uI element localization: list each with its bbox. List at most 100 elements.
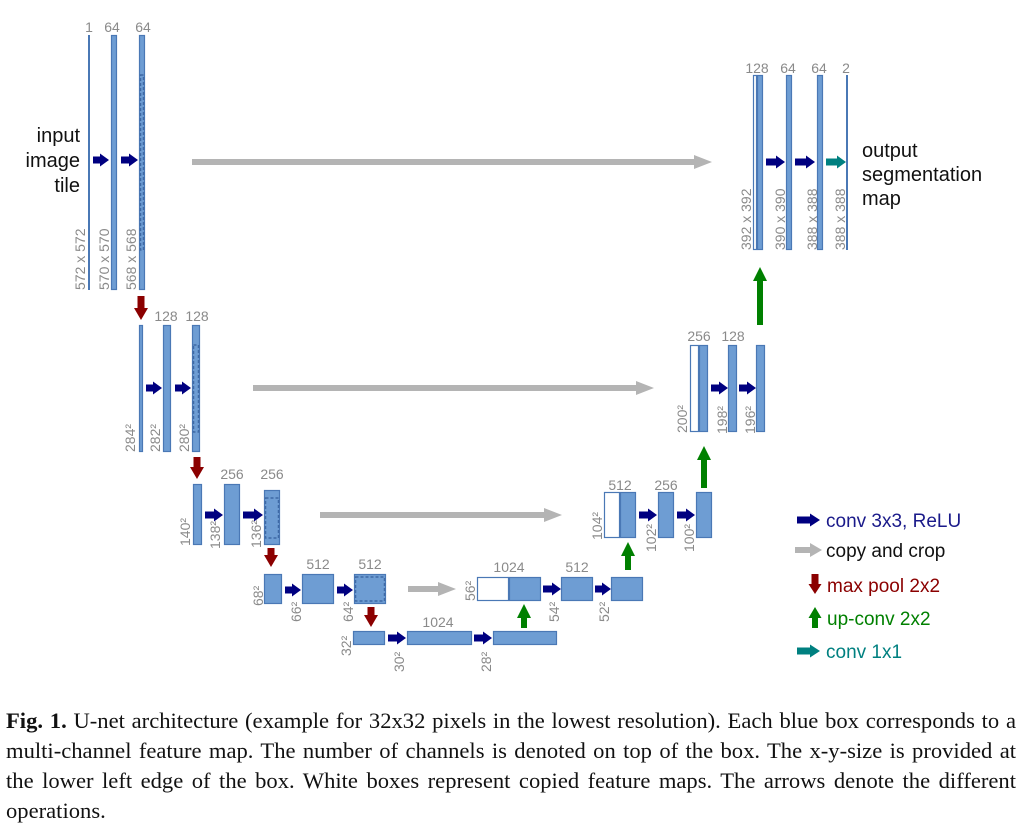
size-label: 388 x 388 bbox=[804, 188, 820, 250]
copy-crop-arrow-icon bbox=[408, 582, 456, 596]
size-label: 102² bbox=[643, 524, 659, 552]
legend-copy-crop-icon bbox=[795, 543, 822, 557]
conv-arrow-icon bbox=[795, 155, 815, 169]
conv-arrow-icon bbox=[285, 583, 301, 597]
feature-map bbox=[301, 573, 335, 605]
channel-count-label: 256 bbox=[654, 477, 678, 493]
up-conv-arrow-icon bbox=[697, 446, 711, 488]
size-label: 284² bbox=[122, 424, 138, 452]
legend-up-conv-icon bbox=[808, 607, 822, 628]
output-label-line3: map bbox=[862, 188, 901, 210]
size-label: 140² bbox=[177, 518, 193, 546]
up-conv-arrow-icon bbox=[621, 542, 635, 570]
size-label: 56² bbox=[462, 580, 478, 601]
channel-count-label: 64 bbox=[811, 60, 827, 76]
legend-label: copy and crop bbox=[826, 541, 945, 562]
size-label: 32² bbox=[338, 635, 354, 656]
legend: conv 3x3, ReLU copy and crop max pool 2x2 u… bbox=[826, 511, 961, 663]
max-pool-arrow-icon bbox=[364, 607, 378, 627]
feature-map bbox=[610, 576, 644, 602]
size-label: 568 x 568 bbox=[123, 228, 139, 290]
feature-map bbox=[138, 324, 144, 453]
channel-count-label: 256 bbox=[260, 466, 284, 482]
size-label: 66² bbox=[288, 601, 304, 622]
conv-arrow-icon bbox=[337, 583, 353, 597]
channel-count-label: 512 bbox=[306, 556, 330, 572]
feature-map bbox=[785, 74, 793, 251]
up-conv-arrow-icon bbox=[753, 267, 767, 325]
conv-arrow-icon bbox=[205, 508, 223, 522]
channel-count-label: 1024 bbox=[422, 614, 453, 630]
feature-map bbox=[508, 576, 542, 602]
channel-count-label: 512 bbox=[358, 556, 382, 572]
feature-map bbox=[406, 630, 473, 646]
feature-map bbox=[263, 489, 281, 546]
conv1x1-arrow-icon bbox=[826, 155, 846, 169]
channel-count-label: 256 bbox=[220, 466, 244, 482]
feature-map bbox=[138, 34, 146, 291]
copied-feature-map bbox=[752, 74, 758, 251]
channel-count-label: 1 bbox=[85, 19, 93, 35]
size-label: 136² bbox=[248, 520, 264, 548]
conv-arrow-icon bbox=[543, 582, 561, 596]
feature-map-thin bbox=[88, 35, 90, 290]
copied-feature-map bbox=[476, 576, 510, 602]
feature-map bbox=[352, 630, 386, 646]
feature-map bbox=[263, 573, 283, 605]
copy-crop-arrow-icon bbox=[320, 508, 562, 522]
feature-map bbox=[816, 74, 824, 251]
output-label-line2: segmentation bbox=[862, 164, 982, 186]
size-label: 68² bbox=[250, 585, 266, 606]
channel-count-label: 512 bbox=[608, 477, 632, 493]
unet-diagram: input image tile output segmentation map… bbox=[26, 19, 983, 672]
size-label: 54² bbox=[546, 601, 562, 622]
conv-arrow-icon bbox=[474, 631, 492, 645]
channel-count-label: 2 bbox=[842, 60, 850, 76]
conv-arrow-icon bbox=[93, 153, 109, 167]
channel-count-label: 512 bbox=[565, 559, 589, 575]
size-label: 64² bbox=[340, 601, 356, 622]
feature-map-thin bbox=[846, 75, 848, 250]
size-label: 280² bbox=[176, 424, 192, 452]
input-label-line2: image bbox=[26, 150, 80, 172]
up-conv-arrow-icon bbox=[517, 604, 531, 628]
channel-count-label: 128 bbox=[185, 308, 209, 324]
output-label-line1: output bbox=[862, 140, 918, 162]
conv-arrow-icon bbox=[739, 381, 756, 395]
caption-text: U-net architecture (example for 32x32 pi… bbox=[6, 708, 1016, 823]
feature-map bbox=[223, 483, 241, 546]
size-label: 100² bbox=[681, 524, 697, 552]
channel-count-label: 1024 bbox=[493, 559, 524, 575]
feature-map bbox=[110, 34, 118, 291]
size-label: 28² bbox=[478, 651, 494, 672]
size-label: 196² bbox=[742, 406, 758, 434]
legend-conv-icon bbox=[797, 513, 820, 527]
max-pool-arrow-icon bbox=[190, 457, 204, 479]
max-pool-arrow-icon bbox=[134, 296, 148, 320]
feature-map bbox=[560, 576, 594, 602]
size-label: 30² bbox=[391, 651, 407, 672]
conv-arrow-icon bbox=[766, 155, 785, 169]
size-label: 572 x 572 bbox=[72, 228, 88, 290]
copied-feature-map bbox=[689, 344, 700, 433]
size-label: 282² bbox=[147, 424, 163, 452]
feature-map bbox=[755, 344, 766, 433]
channel-count-label: 64 bbox=[780, 60, 796, 76]
feature-map bbox=[353, 573, 387, 605]
feature-map bbox=[727, 344, 738, 433]
conv-arrow-icon bbox=[243, 508, 263, 522]
size-label: 200² bbox=[674, 405, 690, 433]
caption-figure-label: Fig. 1. bbox=[6, 708, 67, 733]
size-label: 138² bbox=[207, 521, 223, 549]
copy-crop-arrow-icon bbox=[253, 381, 654, 395]
feature-map bbox=[619, 491, 637, 539]
feature-map bbox=[162, 324, 172, 453]
size-label: 104² bbox=[589, 512, 605, 540]
channel-count-label: 128 bbox=[721, 328, 745, 344]
legend-label: max pool 2x2 bbox=[827, 576, 940, 597]
feature-map bbox=[191, 324, 201, 453]
conv-arrow-icon bbox=[146, 381, 162, 395]
legend-max-pool-icon bbox=[808, 574, 822, 594]
channel-count-label: 64 bbox=[135, 19, 151, 35]
figure-caption: Fig. 1. U-net architecture (example for … bbox=[6, 706, 1016, 826]
